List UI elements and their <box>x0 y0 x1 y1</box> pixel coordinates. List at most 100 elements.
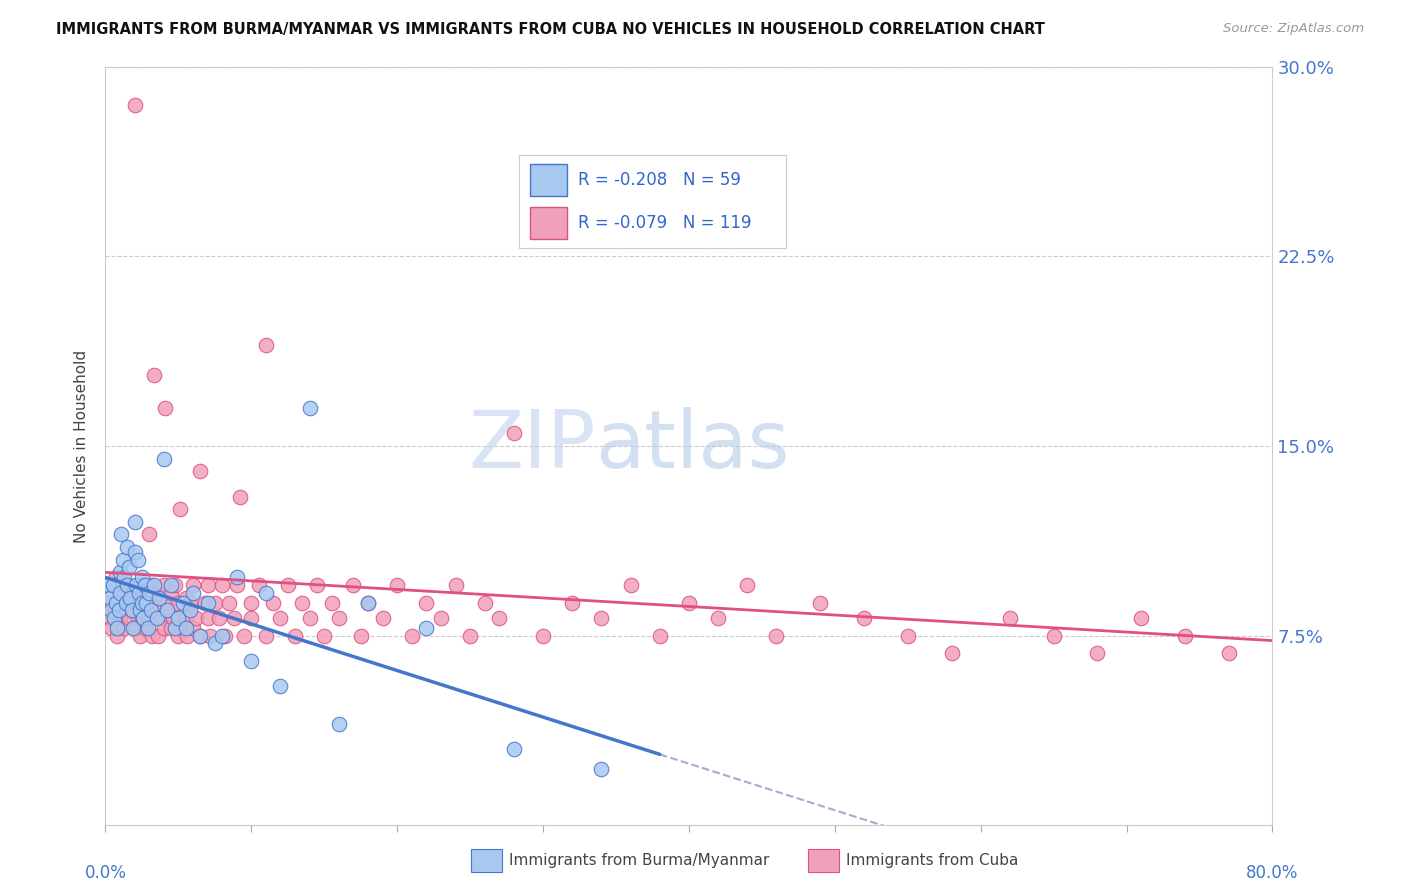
Point <box>125 596 148 610</box>
Point <box>100 603 122 617</box>
Point <box>105 628 128 642</box>
Point <box>188 628 211 642</box>
Point <box>138 585 160 599</box>
Point <box>619 578 641 592</box>
Point <box>165 621 187 635</box>
Point <box>122 621 145 635</box>
Point <box>188 628 211 642</box>
Point <box>148 591 170 605</box>
Point <box>107 603 129 617</box>
Point <box>125 578 148 592</box>
Point <box>222 611 245 625</box>
Point <box>233 628 256 642</box>
Point <box>298 611 321 625</box>
Point <box>149 611 172 625</box>
Point <box>112 621 135 635</box>
Point <box>108 585 131 599</box>
Point <box>737 578 759 592</box>
Point <box>170 621 193 635</box>
Point <box>179 603 201 617</box>
Point <box>122 585 145 599</box>
Point <box>188 464 211 478</box>
Point <box>350 628 373 642</box>
Point <box>247 578 270 592</box>
Point <box>167 611 190 625</box>
Text: 0.0%: 0.0% <box>84 864 127 882</box>
Point <box>134 621 156 635</box>
Point <box>200 628 222 642</box>
Point <box>385 578 409 592</box>
Point <box>291 596 314 610</box>
Point <box>225 578 247 592</box>
Point <box>415 621 437 635</box>
Point <box>132 578 155 592</box>
Point <box>1042 628 1064 642</box>
Point <box>357 596 380 610</box>
Point <box>998 611 1021 625</box>
Point <box>678 596 700 610</box>
Point <box>240 611 263 625</box>
Point <box>98 611 121 625</box>
Point <box>167 596 190 610</box>
Point <box>138 611 160 625</box>
Point <box>941 646 963 660</box>
Point <box>104 570 127 584</box>
Point <box>211 578 233 592</box>
Point <box>142 368 165 383</box>
Point <box>160 578 183 592</box>
Point <box>214 628 236 642</box>
Point <box>254 338 277 352</box>
Point <box>156 603 179 617</box>
Point <box>707 611 730 625</box>
Point <box>321 596 343 610</box>
Point <box>503 426 526 441</box>
Point <box>142 578 165 592</box>
Point <box>121 603 143 617</box>
Point <box>194 596 217 610</box>
Point <box>531 628 554 642</box>
Point <box>129 603 152 617</box>
Point <box>1087 646 1109 660</box>
Point <box>357 596 380 610</box>
Text: R = -0.079   N = 119: R = -0.079 N = 119 <box>578 214 751 232</box>
Point <box>298 401 321 416</box>
Point <box>254 585 277 599</box>
Point <box>155 401 177 416</box>
Point <box>145 585 167 599</box>
Point <box>128 578 150 592</box>
Point <box>1174 628 1197 642</box>
Point <box>184 611 207 625</box>
Point <box>591 763 613 777</box>
Point <box>108 585 131 599</box>
Point <box>228 490 250 504</box>
Point <box>174 621 197 635</box>
Point <box>131 596 153 610</box>
Point <box>208 611 231 625</box>
Point <box>146 628 169 642</box>
Point <box>108 566 131 580</box>
Point <box>101 578 124 592</box>
Point <box>415 596 437 610</box>
Point <box>269 679 292 693</box>
Point <box>197 596 219 610</box>
Point <box>107 596 129 610</box>
Point <box>430 611 453 625</box>
Point <box>97 596 120 610</box>
Point <box>121 603 143 617</box>
Point <box>132 611 155 625</box>
Point <box>131 611 153 625</box>
Point <box>218 596 240 610</box>
Point <box>1130 611 1153 625</box>
Point <box>139 603 162 617</box>
Point <box>134 578 156 592</box>
Point <box>176 628 198 642</box>
Point <box>240 596 263 610</box>
Bar <box>530 164 567 196</box>
Point <box>503 742 526 756</box>
Point <box>141 628 163 642</box>
Point <box>124 545 146 559</box>
Point <box>174 591 197 605</box>
Point <box>204 596 226 610</box>
Point <box>561 596 583 610</box>
Point <box>156 596 179 610</box>
